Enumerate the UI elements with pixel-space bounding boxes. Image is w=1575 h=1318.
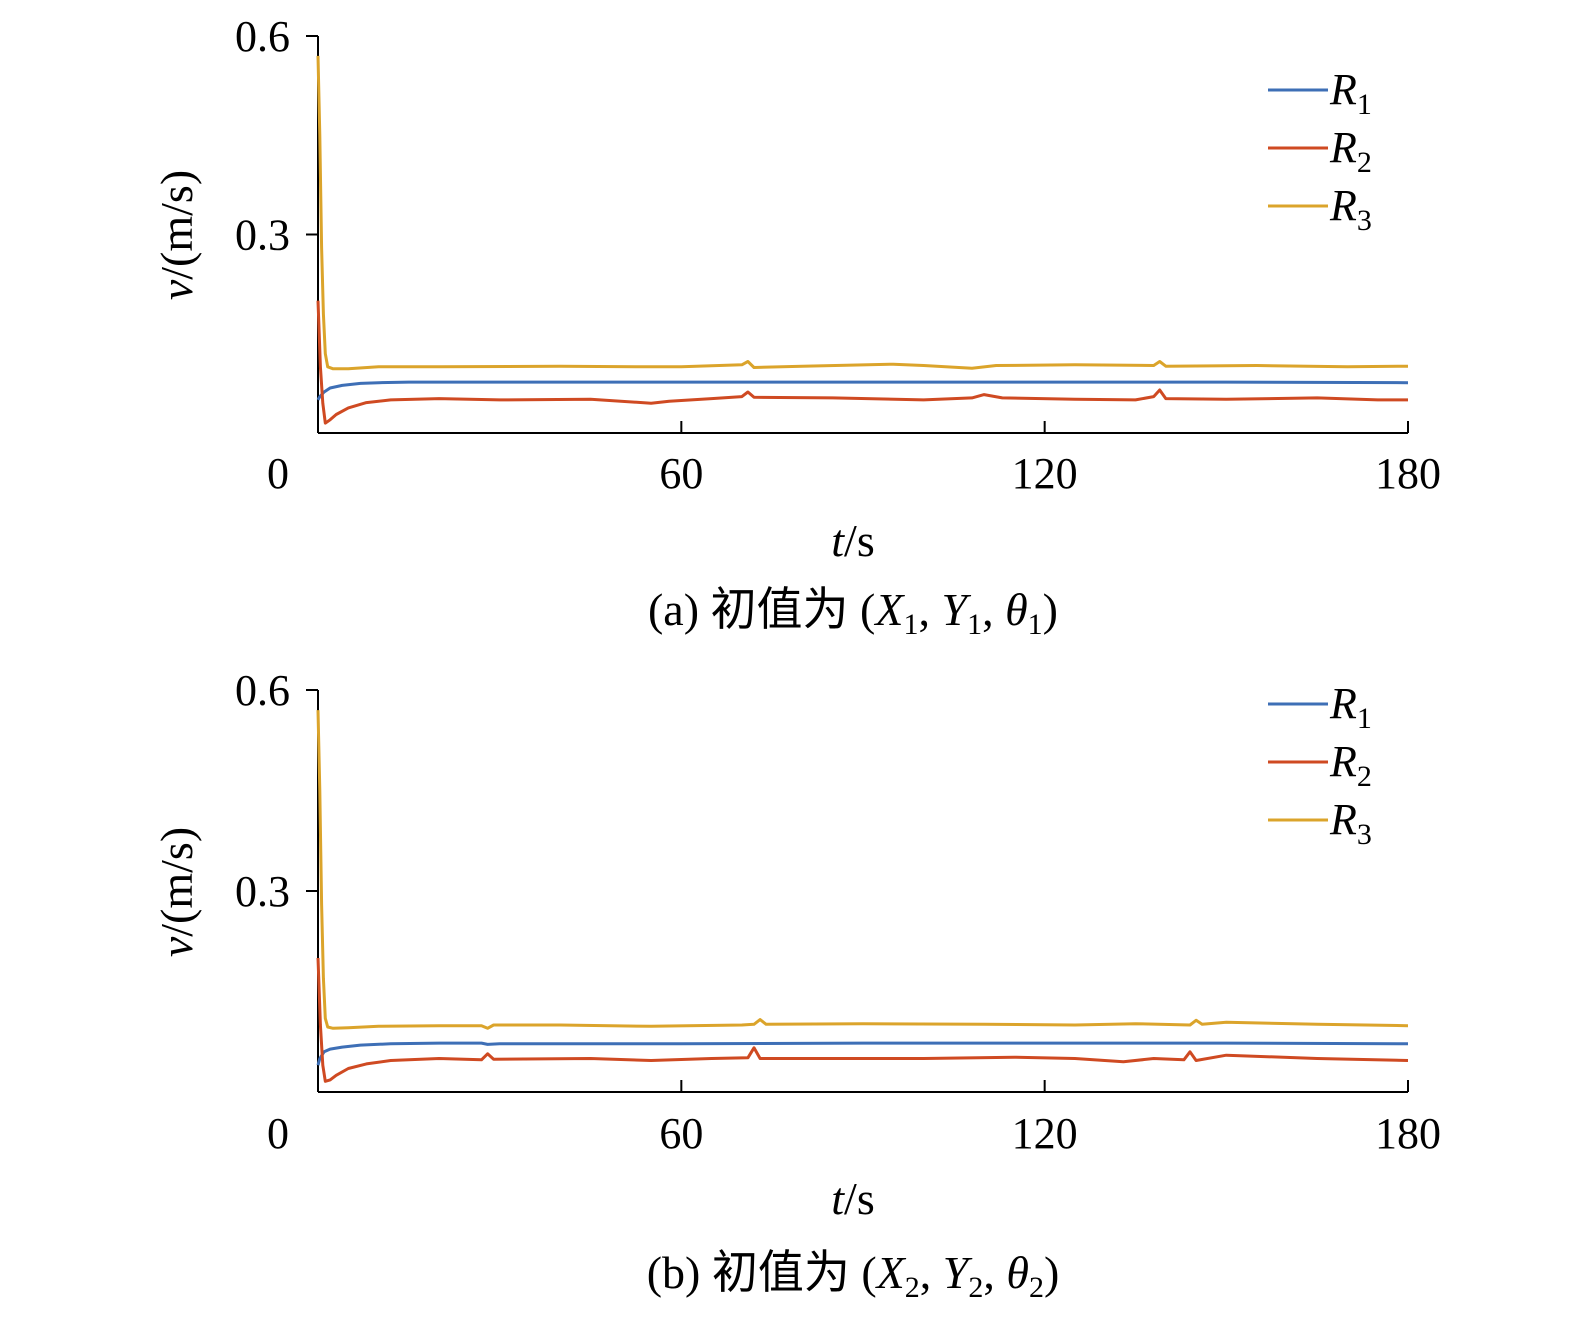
legend-label: R2 xyxy=(1329,123,1372,179)
series-line-R1 xyxy=(316,380,1409,401)
x-tick-label: 60 xyxy=(659,449,703,498)
x-axis-title: t/s xyxy=(831,515,874,566)
chart-panel-b: 0 60 120 180 0.3 0.6 v/(m/s) t/s (b) 初值为 (X2, Y2… xyxy=(151,666,1441,1304)
panel-caption: (b) 初值为 (X2, Y2, θ2) xyxy=(647,1247,1060,1304)
legend-label: R3 xyxy=(1329,181,1372,237)
x-tick-label: 180 xyxy=(1375,449,1441,498)
x-tick-label: 120 xyxy=(1012,1109,1078,1158)
panel-caption: (a) 初值为 (X1, Y1, θ1) xyxy=(648,584,1058,641)
x-tick-label: 120 xyxy=(1012,449,1078,498)
series-line-R2 xyxy=(316,957,1409,1083)
x-axis-title: t/s xyxy=(831,1173,874,1224)
x-tick-label: 60 xyxy=(659,1109,703,1158)
y-tick-label: 0.6 xyxy=(235,12,290,61)
x-tick-label: 0 xyxy=(267,449,289,498)
series-line-R2 xyxy=(316,300,1408,425)
legend-label: R3 xyxy=(1329,795,1372,851)
y-tick-label: 0.6 xyxy=(235,666,290,715)
legend-label: R1 xyxy=(1329,65,1372,121)
y-axis-title: v/(m/s) xyxy=(151,170,202,300)
y-tick-label: 0.3 xyxy=(235,211,290,260)
x-tick-label: 180 xyxy=(1375,1109,1441,1158)
x-tick-label: 0 xyxy=(267,1109,289,1158)
y-tick-label: 0.3 xyxy=(235,867,290,916)
y-axis-title: v/(m/s) xyxy=(151,827,202,957)
series-line-R1 xyxy=(316,1041,1409,1066)
chart-panel-a: 0 60 120 180 0.3 0.6 v/(m/s) t/s (a) 初值为 (X1, Y1… xyxy=(151,12,1441,641)
series-line-R3 xyxy=(316,55,1409,371)
legend-label: R2 xyxy=(1329,737,1372,793)
series-line-R3 xyxy=(316,710,1409,1030)
legend-label: R1 xyxy=(1329,679,1372,735)
